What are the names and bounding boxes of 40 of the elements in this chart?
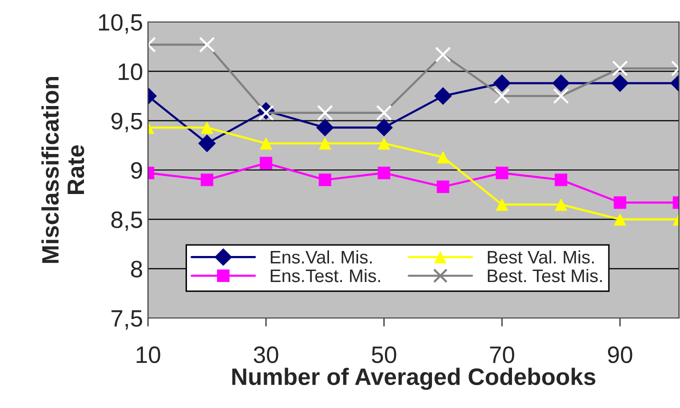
- x-tick-label: 30: [254, 346, 278, 364]
- point: [496, 166, 508, 180]
- point: [318, 174, 332, 186]
- point: [554, 198, 568, 211]
- point: [614, 213, 626, 226]
- point: [375, 118, 393, 136]
- point: [198, 134, 216, 152]
- y-tick-label: 9: [131, 162, 142, 179]
- point: [260, 156, 272, 170]
- point: [496, 198, 508, 211]
- point: [614, 196, 626, 209]
- legend-label: Best. Test Mis.: [488, 268, 602, 282]
- point: [378, 137, 390, 150]
- y-tick-label: 8: [131, 260, 142, 278]
- x-tick-label: 90: [608, 346, 632, 364]
- legend-label: Ens.Val. Mis.: [270, 250, 372, 264]
- point: [434, 87, 452, 105]
- point: [200, 121, 214, 134]
- y-tick-label: 10: [118, 63, 142, 80]
- point: [200, 174, 214, 186]
- y-tick-label: 8,5: [111, 211, 142, 231]
- point: [552, 74, 570, 92]
- point: [378, 166, 390, 180]
- x-tick-label: 50: [372, 346, 396, 364]
- point: [318, 137, 332, 150]
- point: [554, 174, 568, 186]
- point: [436, 180, 450, 194]
- y-axis-title: Misclassification Rate: [41, 76, 84, 263]
- x-axis-title: Number of Averaged Codebooks: [232, 368, 596, 390]
- point: [260, 137, 272, 150]
- legend-label: Ens.Test. Mis.: [270, 268, 380, 282]
- point: [316, 118, 334, 136]
- x-tick-label: 70: [490, 346, 514, 364]
- point: [436, 150, 450, 164]
- y-tick-label: 10,5: [98, 14, 142, 34]
- point: [493, 74, 511, 92]
- y-tick-label: 7,5: [112, 310, 142, 330]
- legend-label: Best Val. Mis.: [488, 250, 594, 264]
- point: [611, 74, 629, 92]
- y-tick-label: 9,5: [111, 112, 142, 132]
